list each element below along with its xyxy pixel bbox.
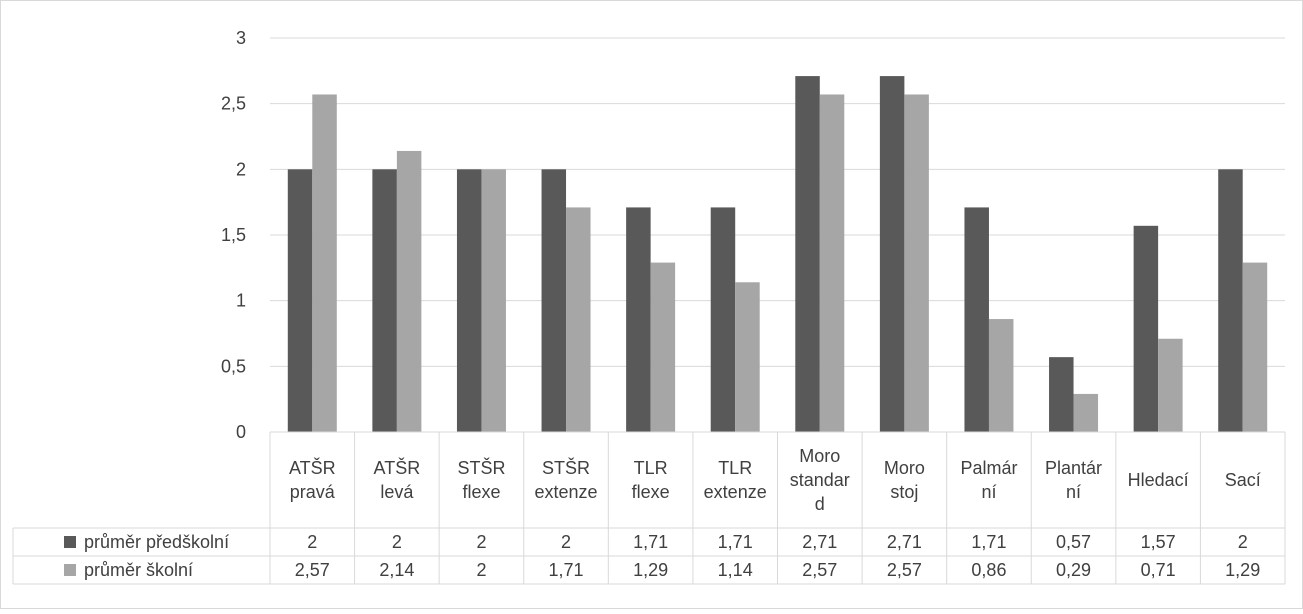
- x-tick-label: ní: [981, 482, 996, 502]
- x-tick-label: Palmár: [960, 458, 1017, 478]
- bar: [312, 94, 337, 433]
- x-tick-label: Plantár: [1045, 458, 1102, 478]
- y-tick-label: 3: [236, 28, 246, 48]
- data-label: 1,14: [718, 560, 753, 580]
- x-tick-label: Hledací: [1128, 470, 1189, 490]
- x-tick-label: d: [815, 494, 825, 514]
- bar: [541, 169, 567, 433]
- x-tick-label: pravá: [290, 482, 336, 502]
- x-tick-label: ATŠR: [289, 457, 336, 478]
- x-tick-label: flexe: [632, 482, 670, 502]
- bar: [1049, 357, 1074, 432]
- bar: [1242, 262, 1268, 432]
- data-label: 2,57: [887, 560, 922, 580]
- bar: [481, 169, 506, 433]
- data-label: 2: [561, 532, 571, 552]
- data-label: 2: [307, 532, 317, 552]
- data-label: 2: [476, 532, 486, 552]
- x-tick-label: levá: [380, 482, 414, 502]
- bar: [904, 94, 929, 433]
- bar: [396, 150, 422, 433]
- x-tick-label: ATŠR: [374, 457, 421, 478]
- x-tick-label: ní: [1066, 482, 1081, 502]
- data-label: 0,86: [971, 560, 1006, 580]
- bar: [1133, 225, 1159, 432]
- data-label: 0,57: [1056, 532, 1091, 552]
- bar: [819, 94, 845, 433]
- legend-key: [64, 536, 76, 548]
- y-tick-label: 2,5: [221, 94, 246, 114]
- bar: [879, 76, 905, 432]
- data-label: 0,71: [1141, 560, 1176, 580]
- bar: [287, 169, 313, 433]
- data-label: 1,71: [971, 532, 1006, 552]
- y-tick-label: 0: [236, 422, 246, 442]
- legend-key: [64, 564, 76, 576]
- data-label: 1,57: [1141, 532, 1176, 552]
- data-label: 1,29: [1225, 560, 1260, 580]
- x-tick-label: STŠR: [542, 457, 590, 478]
- bar: [795, 76, 820, 432]
- legend-label: průměr předškolní: [84, 532, 229, 552]
- bar: [372, 169, 397, 433]
- data-label: 2,57: [295, 560, 330, 580]
- bar: [988, 319, 1014, 432]
- data-label: 1,71: [718, 532, 753, 552]
- bar: [1218, 169, 1243, 433]
- bar: [1158, 338, 1183, 432]
- x-tick-label: TLR: [718, 458, 752, 478]
- data-label: 2: [392, 532, 402, 552]
- x-tick-label: standar: [790, 470, 850, 490]
- data-label: 0,29: [1056, 560, 1091, 580]
- x-tick-label: Sací: [1225, 470, 1261, 490]
- y-tick-label: 1: [236, 291, 246, 311]
- x-tick-label: extenze: [704, 482, 767, 502]
- x-tick-label: Moro: [884, 458, 925, 478]
- bar: [710, 207, 736, 432]
- bar: [735, 282, 760, 432]
- bar: [566, 207, 591, 432]
- x-tick-label: TLR: [634, 458, 668, 478]
- data-label: 2,71: [802, 532, 837, 552]
- data-label: 2: [1238, 532, 1248, 552]
- data-label: 1,71: [633, 532, 668, 552]
- x-tick-label: stoj: [890, 482, 918, 502]
- y-tick-label: 0,5: [221, 356, 246, 376]
- y-tick-label: 2: [236, 159, 246, 179]
- bar: [456, 169, 482, 433]
- data-label: 2,14: [379, 560, 414, 580]
- x-tick-label: Moro: [799, 446, 840, 466]
- bar: [626, 207, 651, 432]
- bar: [964, 207, 989, 432]
- bar: [1073, 393, 1099, 432]
- x-tick-label: flexe: [462, 482, 500, 502]
- data-label: 2,57: [802, 560, 837, 580]
- x-tick-label: STŠR: [457, 457, 505, 478]
- data-label: 2: [476, 560, 486, 580]
- y-tick-label: 1,5: [221, 225, 246, 245]
- data-label: 1,71: [549, 560, 584, 580]
- bar: [650, 262, 676, 432]
- data-label: 2,71: [887, 532, 922, 552]
- x-tick-label: extenze: [535, 482, 598, 502]
- legend-label: průměr školní: [84, 560, 193, 580]
- data-label: 1,29: [633, 560, 668, 580]
